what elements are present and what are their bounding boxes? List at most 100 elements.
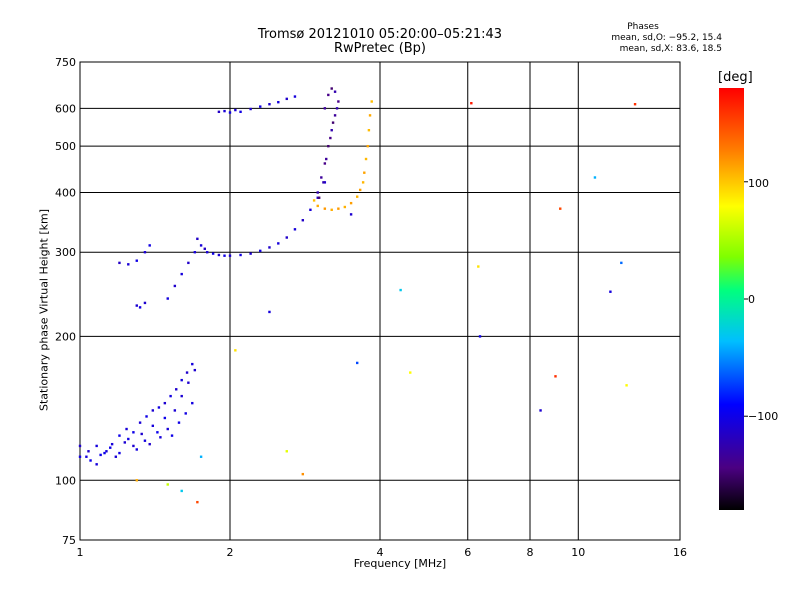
data-point bbox=[277, 242, 280, 245]
data-point bbox=[170, 434, 174, 437]
data-point bbox=[409, 371, 412, 374]
data-point bbox=[118, 261, 121, 265]
chart-subtitle: RwPretec (Bp) bbox=[333, 41, 427, 56]
data-point bbox=[301, 219, 305, 222]
y-tick-label: 75 bbox=[62, 534, 76, 547]
data-point bbox=[367, 128, 371, 132]
data-point bbox=[143, 251, 147, 254]
data-point bbox=[151, 409, 155, 412]
data-point bbox=[325, 157, 328, 161]
data-point bbox=[193, 251, 197, 254]
data-point bbox=[593, 176, 597, 179]
x-tick-label: 1 bbox=[77, 546, 84, 559]
data-point bbox=[205, 251, 209, 254]
data-point bbox=[366, 144, 369, 148]
x-tick-label: 6 bbox=[464, 546, 471, 559]
data-point bbox=[217, 110, 221, 114]
data-point bbox=[78, 455, 82, 458]
data-point bbox=[138, 421, 142, 424]
data-point bbox=[180, 394, 183, 398]
data-point bbox=[228, 111, 232, 114]
data-point bbox=[135, 448, 138, 451]
data-point bbox=[337, 207, 340, 210]
colorbar-unit-label: [deg] bbox=[718, 70, 753, 85]
data-point bbox=[135, 259, 138, 262]
data-point bbox=[330, 208, 333, 212]
colorbar-tick-0: 0 bbox=[748, 293, 755, 306]
data-point bbox=[85, 455, 88, 458]
data-point bbox=[199, 244, 203, 247]
data-point bbox=[277, 100, 280, 104]
data-point bbox=[99, 453, 102, 457]
data-point bbox=[89, 459, 92, 462]
data-point bbox=[180, 272, 183, 276]
data-point bbox=[118, 451, 121, 455]
data-point bbox=[193, 368, 197, 372]
data-point bbox=[199, 455, 203, 458]
y-tick-label: 200 bbox=[55, 330, 76, 343]
data-point bbox=[609, 290, 612, 293]
data-point bbox=[343, 205, 347, 209]
data-point bbox=[223, 254, 226, 257]
data-point bbox=[110, 442, 114, 446]
data-point bbox=[285, 97, 288, 101]
data-point bbox=[330, 128, 333, 132]
data-point bbox=[177, 421, 181, 424]
data-point bbox=[333, 90, 337, 93]
data-point bbox=[355, 361, 359, 365]
colorbar-ticks bbox=[744, 181, 748, 417]
data-point bbox=[157, 406, 161, 409]
data-point bbox=[477, 265, 480, 268]
data-point bbox=[211, 252, 215, 255]
data-point bbox=[138, 306, 142, 309]
data-point bbox=[335, 107, 339, 110]
data-point bbox=[323, 207, 327, 210]
data-point bbox=[331, 121, 335, 124]
data-point bbox=[358, 188, 362, 192]
data-point bbox=[114, 455, 118, 458]
data-point bbox=[132, 431, 135, 434]
data-point bbox=[228, 254, 232, 257]
data-point bbox=[285, 450, 288, 453]
data-point bbox=[127, 263, 130, 266]
data-point bbox=[187, 261, 190, 265]
data-point bbox=[620, 261, 623, 265]
data-point bbox=[87, 450, 90, 453]
data-point bbox=[633, 103, 637, 106]
data-point bbox=[234, 108, 237, 112]
data-point bbox=[140, 432, 143, 436]
data-point bbox=[316, 191, 319, 194]
y-tick-label: 500 bbox=[55, 140, 76, 153]
data-point bbox=[293, 95, 297, 98]
data-point bbox=[312, 199, 316, 202]
data-point bbox=[103, 451, 106, 455]
data-point bbox=[259, 105, 262, 108]
colorbar bbox=[719, 88, 744, 510]
data-point bbox=[539, 409, 542, 412]
x-axis-label: Frequency [MHz] bbox=[353, 557, 447, 570]
data-point bbox=[78, 444, 82, 448]
data-point bbox=[166, 427, 169, 431]
y-tick-label: 100 bbox=[55, 474, 76, 487]
data-point bbox=[349, 201, 353, 205]
data-point bbox=[554, 375, 557, 378]
x-tick-label: 10 bbox=[571, 546, 585, 559]
data-point bbox=[118, 434, 121, 437]
data-point bbox=[105, 450, 108, 453]
data-point bbox=[187, 381, 190, 384]
data-point bbox=[317, 196, 321, 199]
data-point bbox=[239, 110, 242, 114]
data-point bbox=[625, 384, 628, 387]
data-point bbox=[470, 101, 473, 105]
data-point bbox=[223, 109, 226, 113]
data-point bbox=[249, 107, 252, 111]
y-tick-label: 400 bbox=[55, 186, 76, 199]
data-point bbox=[327, 93, 330, 97]
data-point bbox=[239, 253, 242, 257]
data-point bbox=[323, 181, 327, 184]
axis-ticks: 1 2 4 6 8 10 16 75 100 200 300 400 500 600 750 bbox=[55, 56, 687, 559]
data-point bbox=[95, 463, 98, 466]
data-point bbox=[184, 412, 187, 415]
x-tick-label: 16 bbox=[673, 546, 687, 559]
